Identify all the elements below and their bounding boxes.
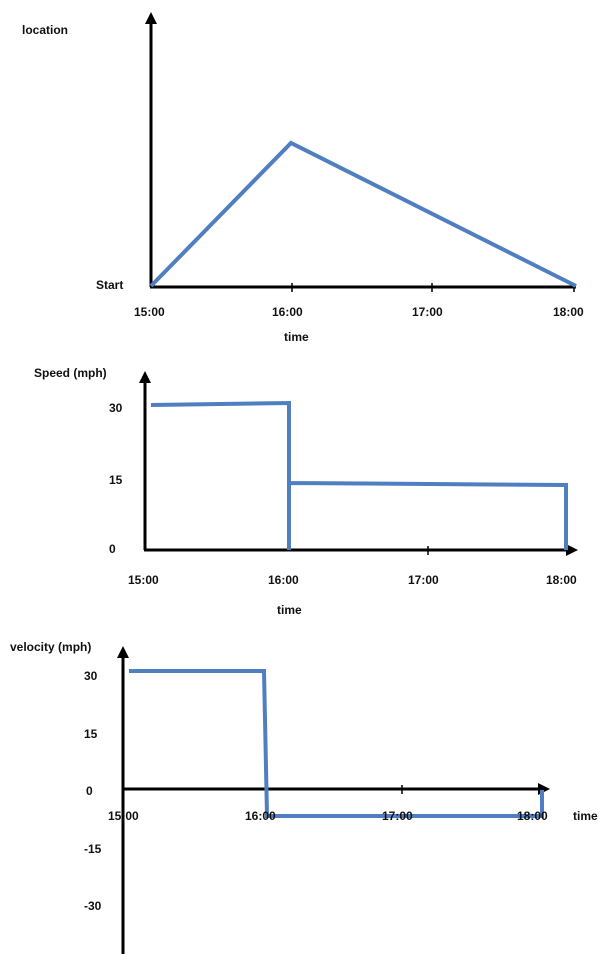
speed-x-tick-label-1800: 18:00 — [546, 573, 577, 587]
location-y-axis-arrow — [145, 12, 157, 24]
speed-y-tick-30: 30 — [109, 401, 123, 415]
speed-series-line — [150, 400, 568, 550]
location-chart: location Start 15:00 16:00 17:00 18:00 t… — [22, 12, 584, 344]
velocity-y-tick-minus15: -15 — [84, 842, 102, 856]
velocity-x-tick-label-1800: 18:00 — [517, 809, 548, 823]
speed-x-tick-label-1600: 16:00 — [268, 573, 299, 587]
location-x-tick-label-1600: 16:00 — [272, 305, 303, 319]
velocity-y-tick-0: 0 — [86, 784, 93, 798]
velocity-x-tick-label-1500: 15:00 — [108, 809, 139, 823]
speed-y-tick-15: 15 — [109, 473, 123, 487]
location-x-tick-label-1700: 17:00 — [412, 305, 443, 319]
velocity-y-tick-30: 30 — [84, 669, 98, 683]
speed-xlabel: time — [277, 603, 302, 617]
velocity-y-tick-15: 15 — [84, 727, 98, 741]
speed-ylabel: Speed (mph) — [34, 366, 107, 380]
velocity-ylabel: velocity (mph) — [10, 640, 91, 654]
velocity-chart: velocity (mph) 30 15 0 -15 -30 15:00 16:… — [10, 640, 598, 954]
location-y-tick-start: Start — [96, 278, 123, 292]
speed-y-axis-arrow — [139, 371, 151, 383]
location-x-tick-label-1500: 15:00 — [134, 305, 165, 319]
speed-chart: Speed (mph) 30 15 0 15:00 16:00 17:00 18… — [34, 366, 578, 617]
speed-y-tick-0: 0 — [109, 542, 116, 556]
speed-x-axis-arrow — [566, 544, 578, 556]
velocity-x-tick-label-1600: 16:00 — [245, 809, 276, 823]
velocity-y-tick-minus30: -30 — [84, 899, 102, 913]
velocity-x-tick-label-1700: 17:00 — [382, 809, 413, 823]
location-xlabel: time — [284, 330, 309, 344]
velocity-series-line — [129, 669, 544, 818]
location-series-line — [149, 140, 577, 288]
location-ylabel: location — [22, 23, 68, 37]
velocity-xlabel: time — [573, 809, 598, 823]
speed-x-tick-label-1500: 15:00 — [128, 573, 159, 587]
velocity-y-axis-arrow — [117, 646, 129, 658]
location-x-tick-label-1800: 18:00 — [553, 305, 584, 319]
speed-x-tick-label-1700: 17:00 — [408, 573, 439, 587]
